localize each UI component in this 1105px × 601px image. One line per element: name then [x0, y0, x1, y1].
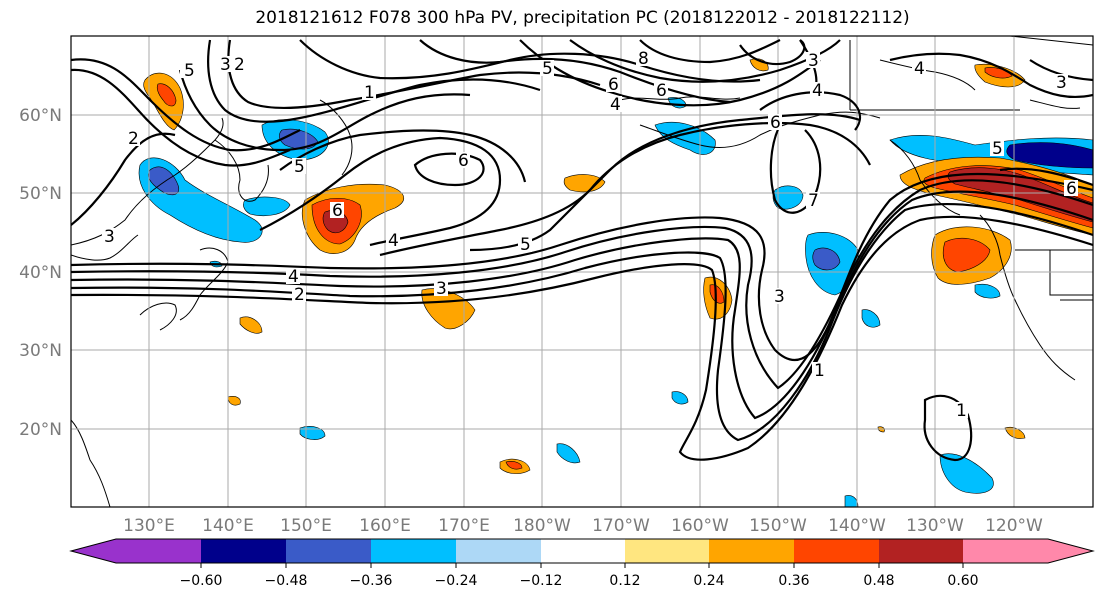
colorbar-ticks	[200, 563, 964, 568]
lon-label: 160°W	[671, 516, 729, 536]
colorbar-tick-labels: −0.60 −0.48 −0.36 −0.24 −0.12 0.12 0.24 …	[180, 573, 979, 589]
colorbar-extend-low	[71, 539, 116, 563]
lon-label: 140°E	[202, 516, 254, 536]
contour-label: 4	[288, 267, 299, 287]
contour-label: 3	[1056, 73, 1067, 93]
contour-label: 3	[104, 227, 115, 247]
colorbar-tick-label: 0.60	[947, 573, 978, 589]
lat-label: 30°N	[19, 341, 62, 361]
colorbar-outline	[69, 538, 1095, 564]
contour-label: 3	[436, 279, 447, 299]
lat-label: 50°N	[19, 184, 62, 204]
pv-contours	[71, 39, 1093, 462]
lon-label: 160°E	[359, 516, 411, 536]
colorbar-tick-label: 0.12	[609, 573, 640, 589]
contour-label: 4	[610, 95, 621, 115]
colorbar-segment	[709, 539, 794, 563]
contour-label: 5	[294, 157, 305, 177]
contour-label: 8	[638, 49, 649, 69]
gridlines	[71, 36, 1093, 507]
colorbar-segment	[963, 539, 1048, 563]
contour-label: 4	[812, 81, 823, 101]
lat-label: 40°N	[19, 263, 62, 283]
colorbar-segment	[286, 539, 371, 563]
contour-label: 6	[608, 75, 619, 95]
colorbar-tick-label: −0.48	[265, 573, 308, 589]
colorbar-extend-high	[1048, 539, 1093, 563]
colorbar-segment	[879, 539, 963, 563]
colorbar-segment	[116, 539, 201, 563]
colorbar-segment	[541, 539, 625, 563]
colorbar-segments	[71, 539, 1093, 563]
colorbar-segment	[625, 539, 709, 563]
colorbar-tick-label: 0.24	[693, 573, 724, 589]
contour-label: 5	[992, 139, 1003, 159]
lon-label: 130°W	[906, 516, 964, 536]
lat-label: 20°N	[19, 420, 62, 440]
contour-label: 5	[520, 235, 531, 255]
colorbar-segment	[201, 539, 286, 563]
contour-label: 6	[656, 81, 667, 101]
contour-label: 6	[1066, 179, 1077, 199]
contour-label: 7	[808, 191, 819, 211]
map-frame	[70, 35, 1094, 508]
latitude-labels: 60°N 50°N 40°N 30°N 20°N	[19, 106, 62, 440]
contour-label: 5	[542, 59, 553, 79]
lon-label: 130°E	[123, 516, 175, 536]
colorbar-tick-label: −0.12	[520, 573, 563, 589]
lon-label: 140°W	[828, 516, 886, 536]
contour-label: 1	[956, 401, 967, 421]
contour-label: 2	[128, 129, 139, 149]
colorbar-tick-label: 0.48	[863, 573, 894, 589]
contour-label: 6	[458, 151, 469, 171]
contour-label: 5	[184, 61, 195, 81]
contour-label: 6	[770, 113, 781, 133]
contour-label: 6	[332, 201, 343, 221]
lat-label: 60°N	[19, 106, 62, 126]
figure-title: 2018121612 F078 300 hPa PV, precipitatio…	[255, 8, 910, 28]
contour-label: 1	[814, 361, 825, 381]
colorbar-tick-label: −0.36	[350, 573, 393, 589]
contour-label: 1	[364, 83, 375, 103]
contour-label: 4	[914, 59, 925, 79]
contour-label: 3	[774, 287, 785, 307]
contour-label: 2	[294, 285, 305, 305]
colorbar-segment	[456, 539, 541, 563]
contour-label: 3	[808, 51, 819, 71]
colorbar-segment	[794, 539, 879, 563]
colorbar-tick-label: 0.36	[778, 573, 809, 589]
contour-label: 2	[234, 55, 245, 75]
lon-label: 150°E	[280, 516, 332, 536]
longitude-labels: 130°E 140°E 150°E 160°E 170°E 180°W 170°…	[123, 516, 1043, 536]
contour-label: 4	[388, 231, 399, 251]
contour-labels: 5 3 2 1 2 3 5 6 4 5 8 6 6 4 4 6 5 4 3 2 …	[102, 49, 1078, 421]
colorbar: −0.60 −0.48 −0.36 −0.24 −0.12 0.12 0.24 …	[69, 538, 1095, 589]
lon-label: 120°W	[985, 516, 1043, 536]
lon-label: 180°W	[513, 516, 571, 536]
colorbar-tick-label: −0.24	[435, 573, 478, 589]
lon-label: 150°W	[749, 516, 807, 536]
lon-label: 170°W	[592, 516, 650, 536]
colorbar-tick-label: −0.60	[180, 573, 223, 589]
colorbar-segment	[371, 539, 456, 563]
contour-label: 3	[220, 55, 231, 75]
lon-label: 170°E	[438, 516, 490, 536]
